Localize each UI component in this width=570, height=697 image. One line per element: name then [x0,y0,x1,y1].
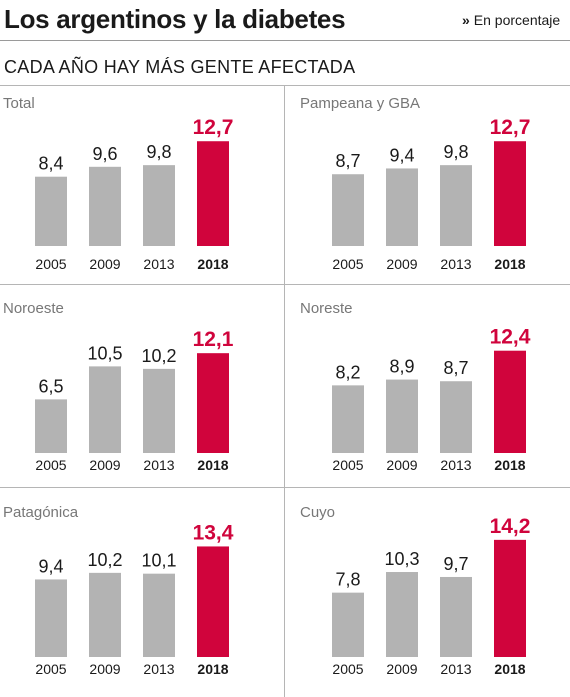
year-label: 2009 [386,661,417,677]
year-label: 2009 [89,256,120,272]
year-label: 2018 [494,661,525,677]
bar-2005 [35,579,67,657]
unit-label: En porcentaje [473,12,561,28]
bar-2005 [35,399,67,453]
value-label: 8,7 [443,358,468,378]
bar-2009 [89,166,121,246]
bar-2009 [386,168,418,246]
value-label: 8,4 [38,154,63,174]
year-label: 2005 [35,457,66,473]
value-label: 12,4 [490,326,531,349]
region-title: Cuyo [300,504,335,521]
bar-2005 [332,174,364,246]
year-label: 2009 [89,661,120,677]
header-divider [0,40,570,41]
value-label: 10,5 [87,343,122,363]
value-label: 9,7 [443,554,468,574]
row-divider [0,85,570,86]
bar-2005 [332,385,364,453]
row-divider [0,487,570,488]
bar-2018 [197,353,229,453]
region-title: Noroeste [3,300,64,317]
year-label: 2009 [386,256,417,272]
year-label: 2013 [143,256,174,272]
bar-2018 [197,546,229,657]
bar-2005 [332,592,364,657]
region-title: Pampeana y GBA [300,95,420,112]
value-label: 12,7 [490,116,531,139]
value-label: 10,2 [87,550,122,570]
year-label: 2013 [143,457,174,473]
bar-2005 [35,176,67,246]
year-label: 2018 [197,661,228,677]
value-label: 9,4 [389,145,414,165]
year-label: 2018 [494,457,525,473]
value-label: 6,5 [38,376,63,396]
chart-subtitle: CADA AÑO HAY MÁS GENTE AFECTADA [4,57,356,77]
value-label: 10,3 [384,549,419,569]
value-label: 9,4 [38,556,63,576]
bar-2013 [143,573,175,657]
year-label: 2018 [494,256,525,272]
year-label: 2009 [89,457,120,473]
bar-2018 [197,141,229,246]
year-label: 2005 [35,256,66,272]
value-label: 12,1 [193,328,234,351]
bar-2009 [89,366,121,453]
year-label: 2013 [440,457,471,473]
value-label: 8,7 [335,151,360,171]
value-label: 7,8 [335,570,360,590]
value-label: 9,8 [146,142,171,162]
chevron-right-icon: » [462,12,470,28]
row-divider [0,284,570,285]
bar-2009 [386,379,418,453]
value-label: 14,2 [490,515,531,538]
bar-2018 [494,350,526,453]
page-title: Los argentinos y la diabetes [4,4,346,34]
year-label: 2013 [440,256,471,272]
year-label: 2005 [332,661,363,677]
value-label: 9,6 [92,144,117,164]
bar-2009 [386,572,418,657]
bar-2013 [440,381,472,453]
bar-2018 [494,539,526,657]
year-label: 2018 [197,457,228,473]
bar-2013 [143,368,175,453]
year-label: 2005 [332,256,363,272]
bar-2013 [440,165,472,246]
value-label: 10,1 [141,551,176,571]
bar-2018 [494,141,526,246]
year-label: 2013 [143,661,174,677]
region-title: Patagónica [3,504,79,521]
region-title: Noreste [300,300,353,317]
year-label: 2013 [440,661,471,677]
value-label: 12,7 [193,116,234,139]
unit-note: » En porcentaje [462,12,560,28]
column-divider [284,85,285,697]
year-label: 2005 [35,661,66,677]
bar-2013 [143,165,175,246]
value-label: 8,2 [335,362,360,382]
year-label: 2018 [197,256,228,272]
value-label: 8,9 [389,357,414,377]
region-title: Total [3,95,35,112]
year-label: 2005 [332,457,363,473]
year-label: 2009 [386,457,417,473]
bar-2013 [440,576,472,657]
value-label: 10,2 [141,346,176,366]
bar-2009 [89,572,121,657]
header: Los argentinos y la diabetes » En porcent… [0,0,570,40]
value-label: 9,8 [443,142,468,162]
value-label: 13,4 [193,521,234,544]
